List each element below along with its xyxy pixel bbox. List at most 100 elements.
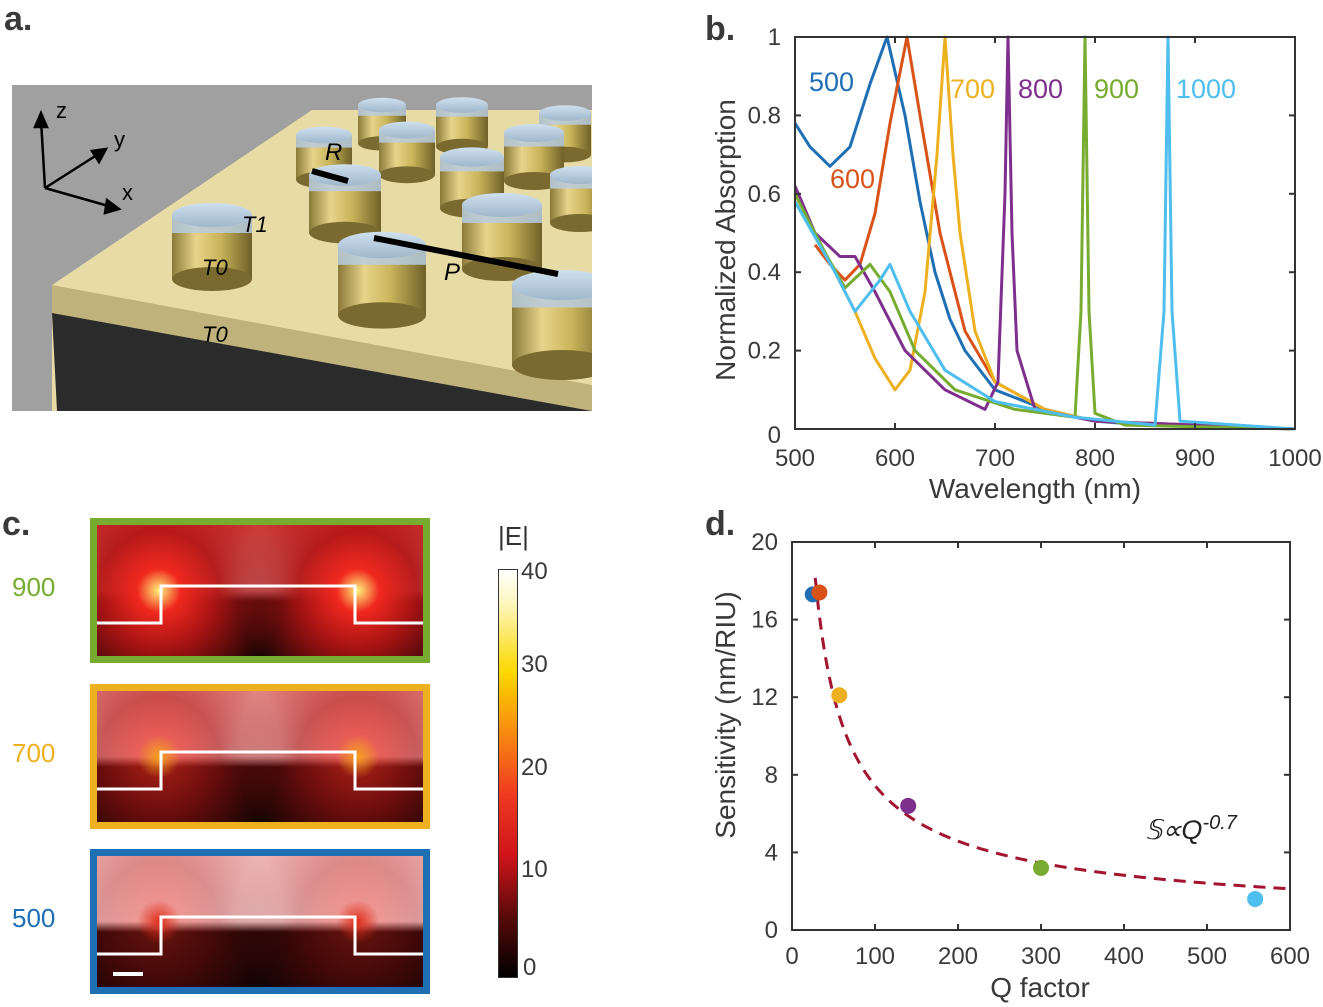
- y-tick-label: 12: [751, 684, 778, 711]
- legend-800: 800: [1018, 74, 1064, 104]
- colorbar-tick: 20: [521, 754, 548, 781]
- panel-label-b: b.: [705, 10, 736, 48]
- colorbar-tick: 10: [521, 856, 548, 883]
- panel-label-d: d.: [705, 505, 736, 543]
- axis-z-label: z: [56, 98, 67, 123]
- x-tick-label: 300: [1021, 943, 1061, 970]
- field-map-700: [90, 684, 430, 829]
- y-axis-label: Sensitivity (nm/RIU): [710, 591, 741, 838]
- y-tick-label: 20: [751, 529, 778, 556]
- x-tick-label: 500: [775, 445, 815, 472]
- y-tick-label: 0: [768, 422, 781, 449]
- colorbar: [498, 569, 518, 978]
- legend-500: 500: [809, 67, 855, 97]
- nanopillar-cap: [309, 164, 381, 186]
- nanopillar-base: [512, 350, 592, 380]
- x-tick-label: 800: [1075, 445, 1115, 472]
- x-tick-label: 600: [1270, 943, 1310, 970]
- series-line-800: [793, 35, 1296, 431]
- data-point-1000: [1247, 890, 1264, 907]
- x-axis-label: Wavelength (nm): [929, 473, 1141, 504]
- sensitivity-chart: 0 100 200 300 400 500 600 0 4 8 12 16 20 Q factor Sens…: [710, 529, 1310, 1003]
- y-tick-label: 0.2: [748, 338, 781, 365]
- nanopillar-cap: [436, 97, 488, 113]
- x-tick-label: 100: [855, 943, 895, 970]
- field-map-500: [90, 849, 430, 994]
- axis-y-label: y: [114, 127, 125, 152]
- field-intensity: [97, 856, 423, 987]
- x-tick-label: 600: [875, 445, 915, 472]
- x-tick-label: 1000: [1268, 445, 1321, 472]
- x-tick-label: 700: [975, 445, 1015, 472]
- nanopillar-cap: [462, 193, 542, 217]
- y-tick-label: 1: [768, 24, 781, 51]
- x-tick-label: 500: [1187, 943, 1227, 970]
- nanopillar-base: [504, 172, 564, 190]
- period-marker: [373, 235, 559, 277]
- nanopillar-cap: [440, 147, 504, 167]
- axis-x-label: x: [122, 180, 133, 205]
- nanopillar-base: [462, 257, 542, 281]
- y-tick-label: 8: [765, 762, 778, 789]
- pillar-outline: [97, 915, 423, 976]
- fit-label-exponent: -0.7: [1202, 812, 1237, 834]
- colorbar-tick: 40: [521, 558, 548, 585]
- absorption-chart: 500 600 700 800 900 1000 0 0.2 0.4 0.6 0.8 1 Wavelen…: [710, 24, 1322, 504]
- label-R: R: [325, 139, 342, 166]
- x-axis-label: Q factor: [990, 972, 1090, 1003]
- axes-icon: [33, 109, 122, 215]
- data-point-600: [811, 584, 828, 601]
- y-tick-label: 0.4: [748, 259, 781, 286]
- y-tick-label: 0: [765, 917, 778, 944]
- nanopillar-cap: [539, 105, 591, 121]
- series-line-900: [793, 35, 1296, 431]
- data-point-700: [831, 687, 848, 704]
- fit-curve: [813, 577, 1291, 891]
- y-tick-label: 16: [751, 607, 778, 634]
- nanopillar-cap: [379, 121, 435, 139]
- nanopillar-cap: [172, 203, 252, 227]
- colorbar-title: |E|: [498, 521, 529, 551]
- fit-label: 𝕊∝Q-0.7: [1145, 812, 1237, 846]
- map-label-700: 700: [12, 738, 56, 768]
- nanopillar-cap: [338, 231, 426, 259]
- data-point-900: [1033, 859, 1049, 876]
- legend-600: 600: [830, 164, 876, 194]
- pillar-outline: [97, 750, 423, 791]
- data-point-800: [900, 797, 917, 814]
- y-tick-label: 4: [765, 839, 778, 866]
- panel-label-a: a.: [4, 0, 33, 38]
- label-P: P: [444, 259, 460, 286]
- nanopillar-cap: [296, 126, 352, 144]
- y-tick-label: 0.8: [748, 102, 781, 129]
- metasurface-render: z y x R P T1 T0 T0: [12, 85, 592, 411]
- series-line-1000: [793, 35, 1296, 431]
- substrate-side: [52, 313, 592, 411]
- x-tick-label: 0: [785, 943, 798, 970]
- y-axis-label: Normalized Absorption: [710, 99, 741, 381]
- legend-700: 700: [950, 74, 996, 104]
- label-T0-bottom: T0: [202, 322, 228, 347]
- field-intensity: [97, 691, 423, 822]
- panel-label-c: c.: [2, 505, 31, 543]
- nanopillar-cap: [504, 124, 564, 142]
- legend-1000: 1000: [1176, 74, 1237, 104]
- x-tick-label: 900: [1175, 445, 1215, 472]
- label-T0-top: T0: [202, 255, 228, 280]
- nanopillar-cap: [512, 270, 592, 300]
- radius-marker: [311, 168, 349, 184]
- field-map-900: [90, 518, 430, 663]
- pillar-outline: [97, 584, 423, 625]
- nanopillar-cap: [358, 97, 406, 113]
- field-intensity: [97, 525, 423, 656]
- nanopillar-base: [172, 267, 252, 291]
- label-T1: T1: [242, 212, 268, 237]
- y-tick-label: 0.6: [748, 181, 781, 208]
- colorbar-tick: 30: [521, 651, 548, 678]
- colorbar-tick: 0: [523, 954, 537, 981]
- nanopillar-base: [379, 166, 435, 184]
- series-line-700: [793, 35, 1296, 431]
- x-tick-label: 200: [938, 943, 978, 970]
- nanopillar-cap: [550, 166, 592, 184]
